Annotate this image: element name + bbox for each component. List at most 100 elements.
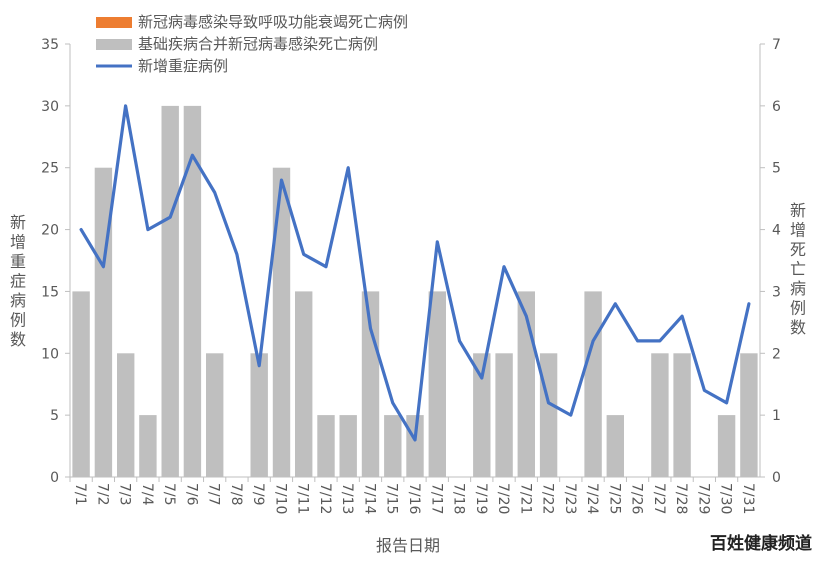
line-layer xyxy=(79,104,751,442)
x-tick-label: 7/3 xyxy=(117,483,133,506)
axis-title-char: 症 xyxy=(10,272,26,291)
axis-title-char: 死 xyxy=(790,240,806,259)
legend-label-2: 新增重症病例 xyxy=(138,57,228,75)
axis-title-char: 例 xyxy=(10,311,26,330)
bar-1-7/24 xyxy=(584,291,602,477)
bar-1-7/1 xyxy=(72,291,90,477)
bar-1-7/25 xyxy=(606,415,624,477)
bar-1-7/15 xyxy=(384,415,402,477)
x-tick-label: 7/1 xyxy=(72,483,88,506)
left-tick-label: 5 xyxy=(50,408,59,424)
axis-title-char: 亡 xyxy=(790,260,806,279)
legend-label-0: 新冠病毒感染导致呼吸功能衰竭死亡病例 xyxy=(138,13,408,31)
axis-title-char: 病 xyxy=(790,279,806,298)
bar-1-7/12 xyxy=(317,415,335,477)
x-tick-label: 7/7 xyxy=(206,483,222,506)
bar-1-7/19 xyxy=(473,353,491,477)
x-tick-label: 7/8 xyxy=(228,483,244,506)
x-tick-label: 7/5 xyxy=(161,483,177,506)
axis-title-char: 数 xyxy=(10,330,26,349)
left-tick-label: 25 xyxy=(41,161,59,177)
x-tick-label: 7/4 xyxy=(139,483,155,506)
x-tick-label: 7/23 xyxy=(562,483,578,514)
bar-1-7/31 xyxy=(740,353,758,477)
x-tick-label: 7/9 xyxy=(250,483,266,506)
x-tick-label: 7/22 xyxy=(540,483,556,514)
bar-1-7/3 xyxy=(117,353,135,477)
x-tick-label: 7/30 xyxy=(718,483,734,514)
x-tick-label: 7/26 xyxy=(629,483,645,515)
right-tick-label: 5 xyxy=(772,161,781,177)
bar-1-7/27 xyxy=(651,353,669,477)
watermark: 百姓健康频道 xyxy=(710,533,812,554)
x-tick-label: 7/19 xyxy=(473,483,489,514)
left-tick-label: 30 xyxy=(41,99,59,115)
bar-1-7/16 xyxy=(406,415,424,477)
x-tick-label: 7/31 xyxy=(740,483,756,514)
bar-1-7/7 xyxy=(206,353,224,477)
axes-layer xyxy=(69,44,761,478)
legend-label-1: 基础疾病合并新冠病毒感染死亡病例 xyxy=(138,35,378,53)
bar-1-7/28 xyxy=(673,353,691,477)
x-tick-label: 7/11 xyxy=(295,483,311,514)
x-axis-title: 报告日期 xyxy=(376,536,440,555)
left-tick-label: 15 xyxy=(41,284,59,300)
right-tick-label: 0 xyxy=(772,470,781,486)
axis-title-char: 例 xyxy=(790,299,806,318)
axis-title-char: 增 xyxy=(790,221,806,240)
x-tick-label: 7/29 xyxy=(695,483,711,514)
legend-swatch-0 xyxy=(96,17,132,28)
x-tick-label: 7/28 xyxy=(673,483,689,514)
right-tick-label: 3 xyxy=(772,284,781,300)
x-tick-label: 7/20 xyxy=(495,483,511,514)
bars-layer xyxy=(72,105,758,478)
right-tick-label: 6 xyxy=(772,99,781,115)
axis-title-char: 数 xyxy=(790,318,806,337)
bar-1-7/10 xyxy=(272,167,291,477)
bar-1-7/4 xyxy=(139,415,157,477)
left-tick-label: 35 xyxy=(41,37,59,53)
axis-title-char: 新 xyxy=(10,213,26,232)
right-tick-label: 7 xyxy=(772,37,781,53)
bar-1-7/30 xyxy=(717,415,736,477)
legend-swatch-1 xyxy=(96,39,132,50)
x-tick-label: 7/24 xyxy=(584,483,600,515)
axis-title-char: 重 xyxy=(10,252,26,271)
x-tick-label: 7/25 xyxy=(606,483,622,514)
x-tick-label: 7/16 xyxy=(406,483,422,515)
right-tick-label: 4 xyxy=(772,223,781,239)
axis-title-char: 新 xyxy=(790,201,806,220)
axis-title-char: 病 xyxy=(10,291,26,310)
bar-1-7/9 xyxy=(250,353,268,477)
x-tick-label: 7/27 xyxy=(651,483,667,514)
x-tick-label: 7/14 xyxy=(362,483,378,515)
bar-1-7/11 xyxy=(295,291,313,477)
bar-1-7/20 xyxy=(495,353,513,477)
x-tick-label: 7/13 xyxy=(339,483,355,514)
line-series-2 xyxy=(79,104,751,442)
left-axis-ticks: 0 5 10 15 20 25 30 35 xyxy=(41,37,70,486)
left-tick-label: 20 xyxy=(41,223,59,239)
x-tick-label: 7/12 xyxy=(317,483,333,514)
right-tick-label: 1 xyxy=(772,408,781,424)
x-axis-ticks: 7/1 7/2 7/3 7/4 7/5 7/6 7/7 7/8 7/9 7/10 7/11 7/12 7… xyxy=(69,477,756,515)
bar-1-7/17 xyxy=(428,291,446,477)
left-tick-label: 0 xyxy=(50,470,59,486)
bar-1-7/13 xyxy=(339,415,357,477)
bar-1-7/6 xyxy=(183,105,202,478)
x-tick-label: 7/6 xyxy=(183,483,199,506)
x-tick-label: 7/18 xyxy=(451,483,467,514)
x-tick-label: 7/15 xyxy=(384,483,400,514)
x-tick-label: 7/2 xyxy=(94,483,110,506)
right-tick-label: 2 xyxy=(772,346,781,362)
bar-1-7/22 xyxy=(539,353,558,477)
bar-1-7/5 xyxy=(161,105,179,478)
x-tick-label: 7/10 xyxy=(273,483,289,514)
right-axis-ticks: 0 1 2 3 4 5 6 7 xyxy=(760,37,781,486)
x-tick-label: 7/21 xyxy=(517,483,533,514)
axis-title-char: 增 xyxy=(10,233,26,252)
